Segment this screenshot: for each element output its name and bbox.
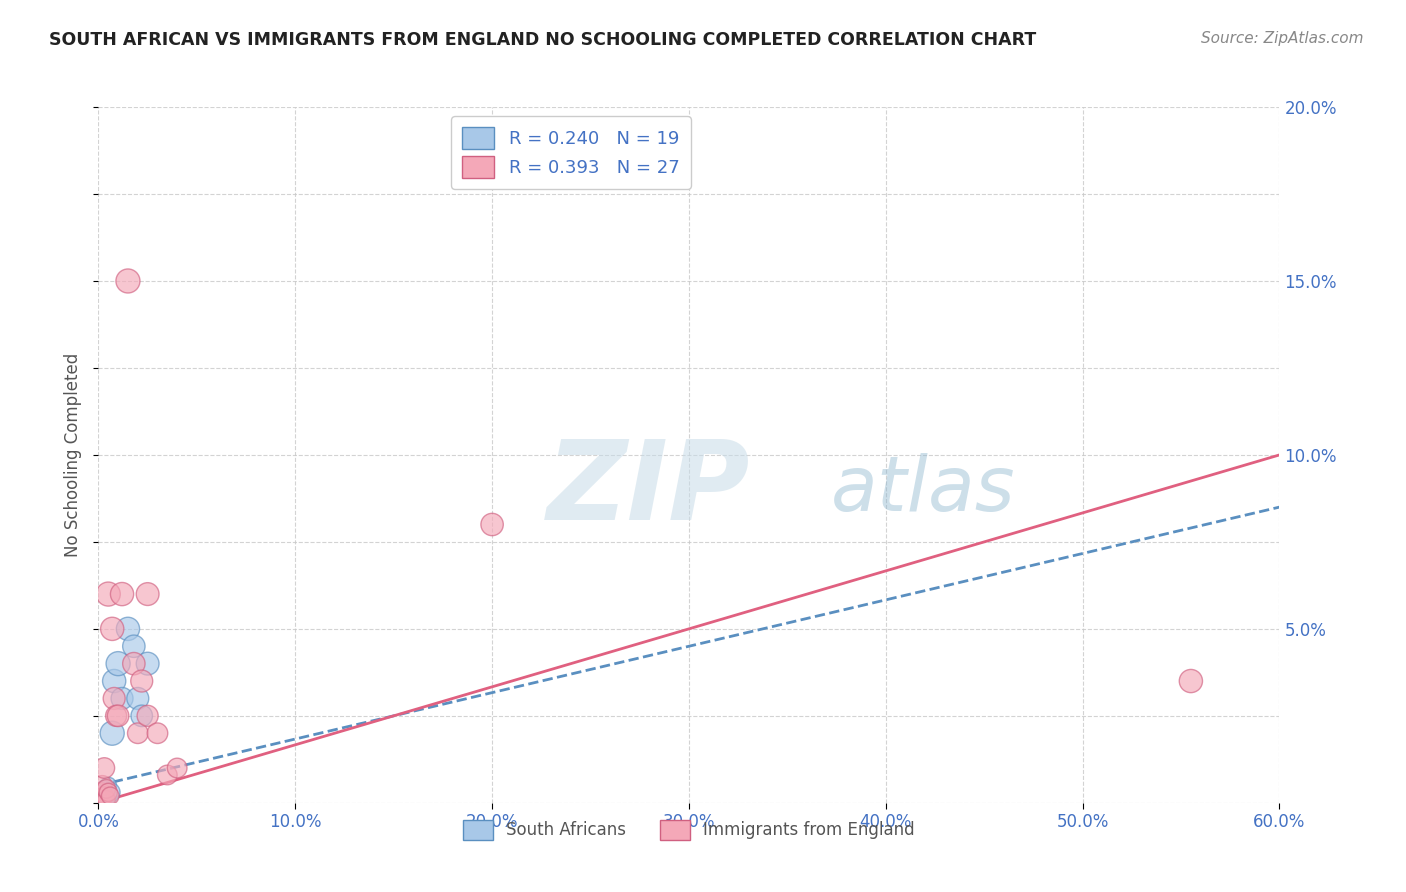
Point [127,726,149,740]
Point [93,789,115,803]
Point [107,708,129,723]
Point [107,657,129,671]
Point [93,781,115,796]
Point [89,785,111,799]
Point [136,708,159,723]
Point [111,587,134,601]
Point [136,587,159,601]
Text: atlas: atlas [831,453,1015,526]
Text: ZIP: ZIP [547,436,751,543]
Point [97,785,120,799]
Text: Source: ZipAtlas.com: Source: ZipAtlas.com [1201,31,1364,46]
Point [101,726,124,740]
Point [136,657,159,671]
Point [97,778,120,793]
Point [122,639,145,653]
Point [97,789,120,803]
Point [146,726,169,740]
Point [96,792,118,806]
Point [91,785,114,799]
Point [96,781,118,796]
Point [98,789,121,803]
Point [105,708,128,723]
Point [131,674,153,689]
Point [1180,674,1202,689]
Point [101,622,124,636]
Point [89,792,111,806]
Y-axis label: No Schooling Completed: No Schooling Completed [65,353,83,557]
Point [103,674,125,689]
Point [93,761,115,775]
Point [91,792,114,806]
Point [166,761,188,775]
Point [156,768,179,782]
Point [111,691,134,706]
Point [131,708,153,723]
Point [98,785,121,799]
Point [91,778,114,793]
Point [122,657,145,671]
Point [481,517,503,532]
Point [89,789,111,803]
Point [96,792,118,806]
Point [91,792,114,806]
Point [103,691,125,706]
Text: SOUTH AFRICAN VS IMMIGRANTS FROM ENGLAND NO SCHOOLING COMPLETED CORRELATION CHAR: SOUTH AFRICAN VS IMMIGRANTS FROM ENGLAND… [49,31,1036,49]
Point [117,274,139,288]
Point [117,622,139,636]
Point [97,587,120,601]
Point [96,785,118,799]
Point [127,691,149,706]
Point [93,789,115,803]
Legend: South Africans, Immigrants from England: South Africans, Immigrants from England [457,813,921,847]
